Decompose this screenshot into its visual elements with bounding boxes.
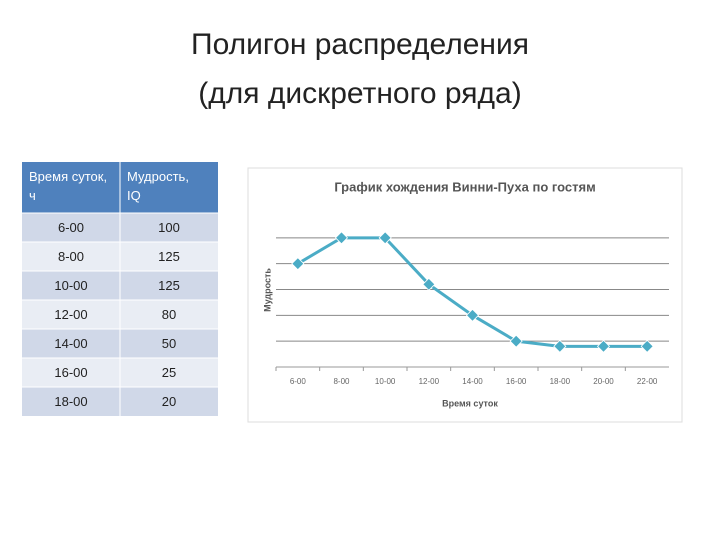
x-tick-label: 14-00 <box>462 377 483 386</box>
table-cell: 16-00 <box>54 365 87 380</box>
table-cell: 25 <box>162 365 176 380</box>
table-cell: 6-00 <box>58 220 84 235</box>
x-tick-label: 10-00 <box>375 377 396 386</box>
table-cell: 12-00 <box>54 307 87 322</box>
x-tick-label: 20-00 <box>593 377 614 386</box>
marker <box>465 308 480 322</box>
x-tick-label: 18-00 <box>550 377 571 386</box>
x-tick-label: 22-00 <box>637 377 658 386</box>
table-header-cell: Мудрость, IQ <box>127 169 189 203</box>
marker <box>509 334 523 348</box>
marker <box>553 339 567 353</box>
table: Время суток, ч Мудрость, IQ 6-00 100 8-00 125 10… <box>22 162 218 416</box>
table-cell: 100 <box>158 220 180 235</box>
chart: График хождения Винни-Пуха по гостям Вре… <box>262 179 669 408</box>
marker <box>291 257 305 271</box>
table-cell: 125 <box>158 249 180 264</box>
table-cell: 50 <box>162 336 176 351</box>
marker <box>334 231 349 245</box>
x-tick-label: 6-00 <box>290 377 307 386</box>
marker <box>596 339 611 353</box>
x-tick-label: 12-00 <box>419 377 440 386</box>
table-cell: 8-00 <box>58 249 84 264</box>
x-axis-label: Время суток <box>442 398 498 408</box>
y-axis-label: Мудрость <box>262 268 272 312</box>
x-tick-label: 8-00 <box>333 377 350 386</box>
table-header-cell: Время суток, ч <box>29 169 107 203</box>
chart-frame <box>247 167 683 423</box>
chart-title: График хождения Винни-Пуха по гостям <box>334 179 595 194</box>
slide-title: Полигон распределения <box>191 28 529 61</box>
marker <box>422 277 436 291</box>
table-cell: 10-00 <box>54 278 87 293</box>
table-cell: 80 <box>162 307 176 322</box>
marker <box>378 231 392 245</box>
table-cell: 18-00 <box>54 394 87 409</box>
slide-subtitle: (для дискретного ряда) <box>198 77 521 110</box>
x-tick-label: 16-00 <box>506 377 527 386</box>
marker <box>640 339 654 353</box>
table-cell: 20 <box>162 394 176 409</box>
table-cell: 125 <box>158 278 180 293</box>
table-cell: 14-00 <box>54 336 87 351</box>
